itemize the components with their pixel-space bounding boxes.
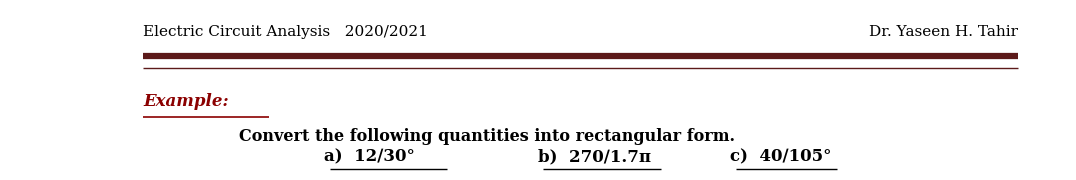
Text: Convert the following quantities into rectangular form.: Convert the following quantities into re… [239,128,735,145]
Text: a)  12∕​30°: a) 12∕​30° [325,148,415,166]
Text: Example:: Example: [143,93,228,111]
Text: b)  270∕​1.7π: b) 270∕​1.7π [538,148,651,166]
Text: Electric Circuit Analysis   2020/2021: Electric Circuit Analysis 2020/2021 [143,25,428,39]
Text: Dr. Yaseen H. Tahir: Dr. Yaseen H. Tahir [869,25,1019,39]
Text: c)  40∕​105°: c) 40∕​105° [731,148,832,166]
